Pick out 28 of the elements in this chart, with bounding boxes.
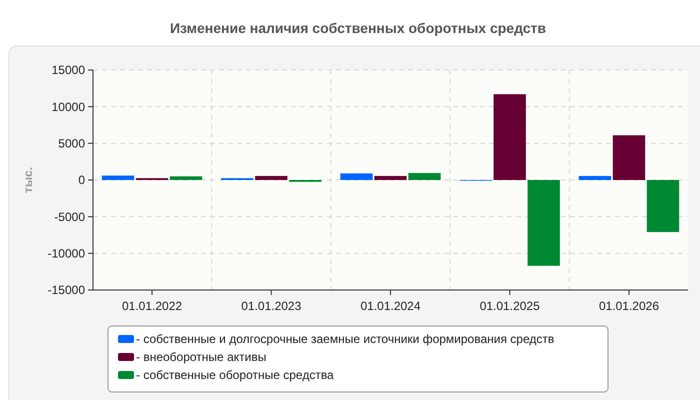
y-tick-label: 10000	[52, 100, 86, 114]
legend-label: - внеоборотные активы	[136, 350, 266, 364]
legend-label: - собственные и долгосрочные заемные источники формирования средств	[136, 332, 554, 346]
bar	[340, 173, 373, 180]
legend-label: - собственные оборотные средства	[136, 368, 334, 382]
bar	[494, 94, 526, 180]
bar	[528, 180, 560, 266]
y-tick-label: 15000	[52, 63, 86, 78]
bar	[612, 135, 646, 180]
x-tick-label: 01.01.2022	[122, 299, 182, 313]
bar	[102, 176, 134, 180]
x-tick-label: 01.01.2026	[598, 299, 660, 313]
bar	[170, 176, 202, 180]
y-tick-label: 5000	[58, 136, 86, 151]
y-tick-label: -10000	[48, 246, 86, 261]
bar	[408, 173, 441, 180]
x-tick-label: 01.01.2025	[480, 299, 540, 313]
y-axis-title: тыс.	[21, 166, 35, 194]
bar	[578, 176, 612, 180]
bar	[646, 180, 680, 232]
bar	[374, 176, 407, 180]
y-tick-label: 0	[78, 173, 86, 188]
x-tick-label: 01.01.2024	[360, 299, 421, 313]
x-tick-label: 01.01.2023	[241, 299, 302, 313]
y-tick-label: -15000	[48, 283, 86, 298]
bar	[255, 176, 288, 180]
y-tick-label: -5000	[54, 210, 86, 224]
chart-title: Изменение наличия собственных оборотных средств	[170, 20, 546, 36]
